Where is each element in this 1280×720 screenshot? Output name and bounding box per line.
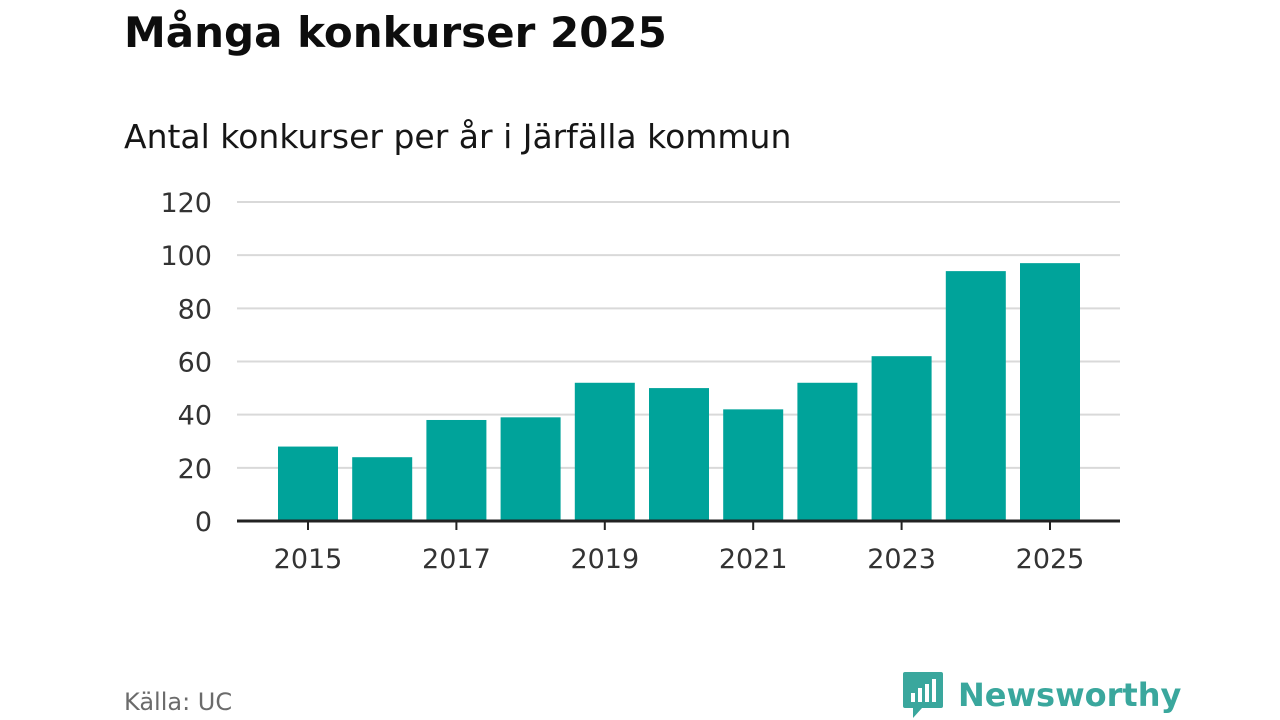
y-tick-label: 20: [178, 454, 212, 485]
x-tick-label: 2019: [570, 544, 639, 575]
bar-2023: [871, 356, 932, 521]
bars: [278, 263, 1080, 521]
chart-subtitle: Antal konkurser per år i Järfälla kommun: [124, 117, 792, 156]
y-axis-tick-labels: 0 20 40 60 80 100 120: [160, 188, 212, 538]
source-note: Källa: UC: [124, 688, 233, 716]
bar-chart-speech-bubble-icon: [903, 672, 943, 718]
brand-logo: Newsworthy: [902, 670, 1181, 720]
x-tick-label: 2021: [719, 544, 788, 575]
y-tick-label: 0: [195, 507, 212, 538]
x-tick-label: 2017: [422, 544, 491, 575]
x-axis: [237, 519, 1120, 530]
y-tick-label: 60: [178, 348, 212, 379]
bar-2019: [574, 382, 635, 521]
y-tick-label: 80: [178, 294, 212, 325]
y-tick-label: 100: [160, 241, 212, 272]
bar-2017: [426, 419, 487, 521]
x-tick-label: 2023: [867, 544, 936, 575]
x-axis-tick-labels: 2015 2017 2019 2021 2023 2025: [274, 544, 1085, 575]
brand-name: Newsworthy: [958, 676, 1182, 714]
bar-2025: [1020, 263, 1080, 521]
chart-title: Många konkurser 2025: [124, 8, 667, 57]
bar-2018: [500, 417, 561, 521]
bar-2015: [278, 446, 338, 521]
bar-2024: [945, 271, 1006, 521]
bar-2016: [352, 457, 413, 521]
y-tick-label: 40: [178, 401, 212, 432]
bar-2022: [797, 382, 858, 521]
bar-2021: [723, 409, 784, 521]
x-tick-label: 2025: [1016, 544, 1085, 575]
bar-2020: [649, 388, 709, 521]
x-tick-label: 2015: [274, 544, 343, 575]
y-tick-label: 120: [160, 188, 212, 219]
